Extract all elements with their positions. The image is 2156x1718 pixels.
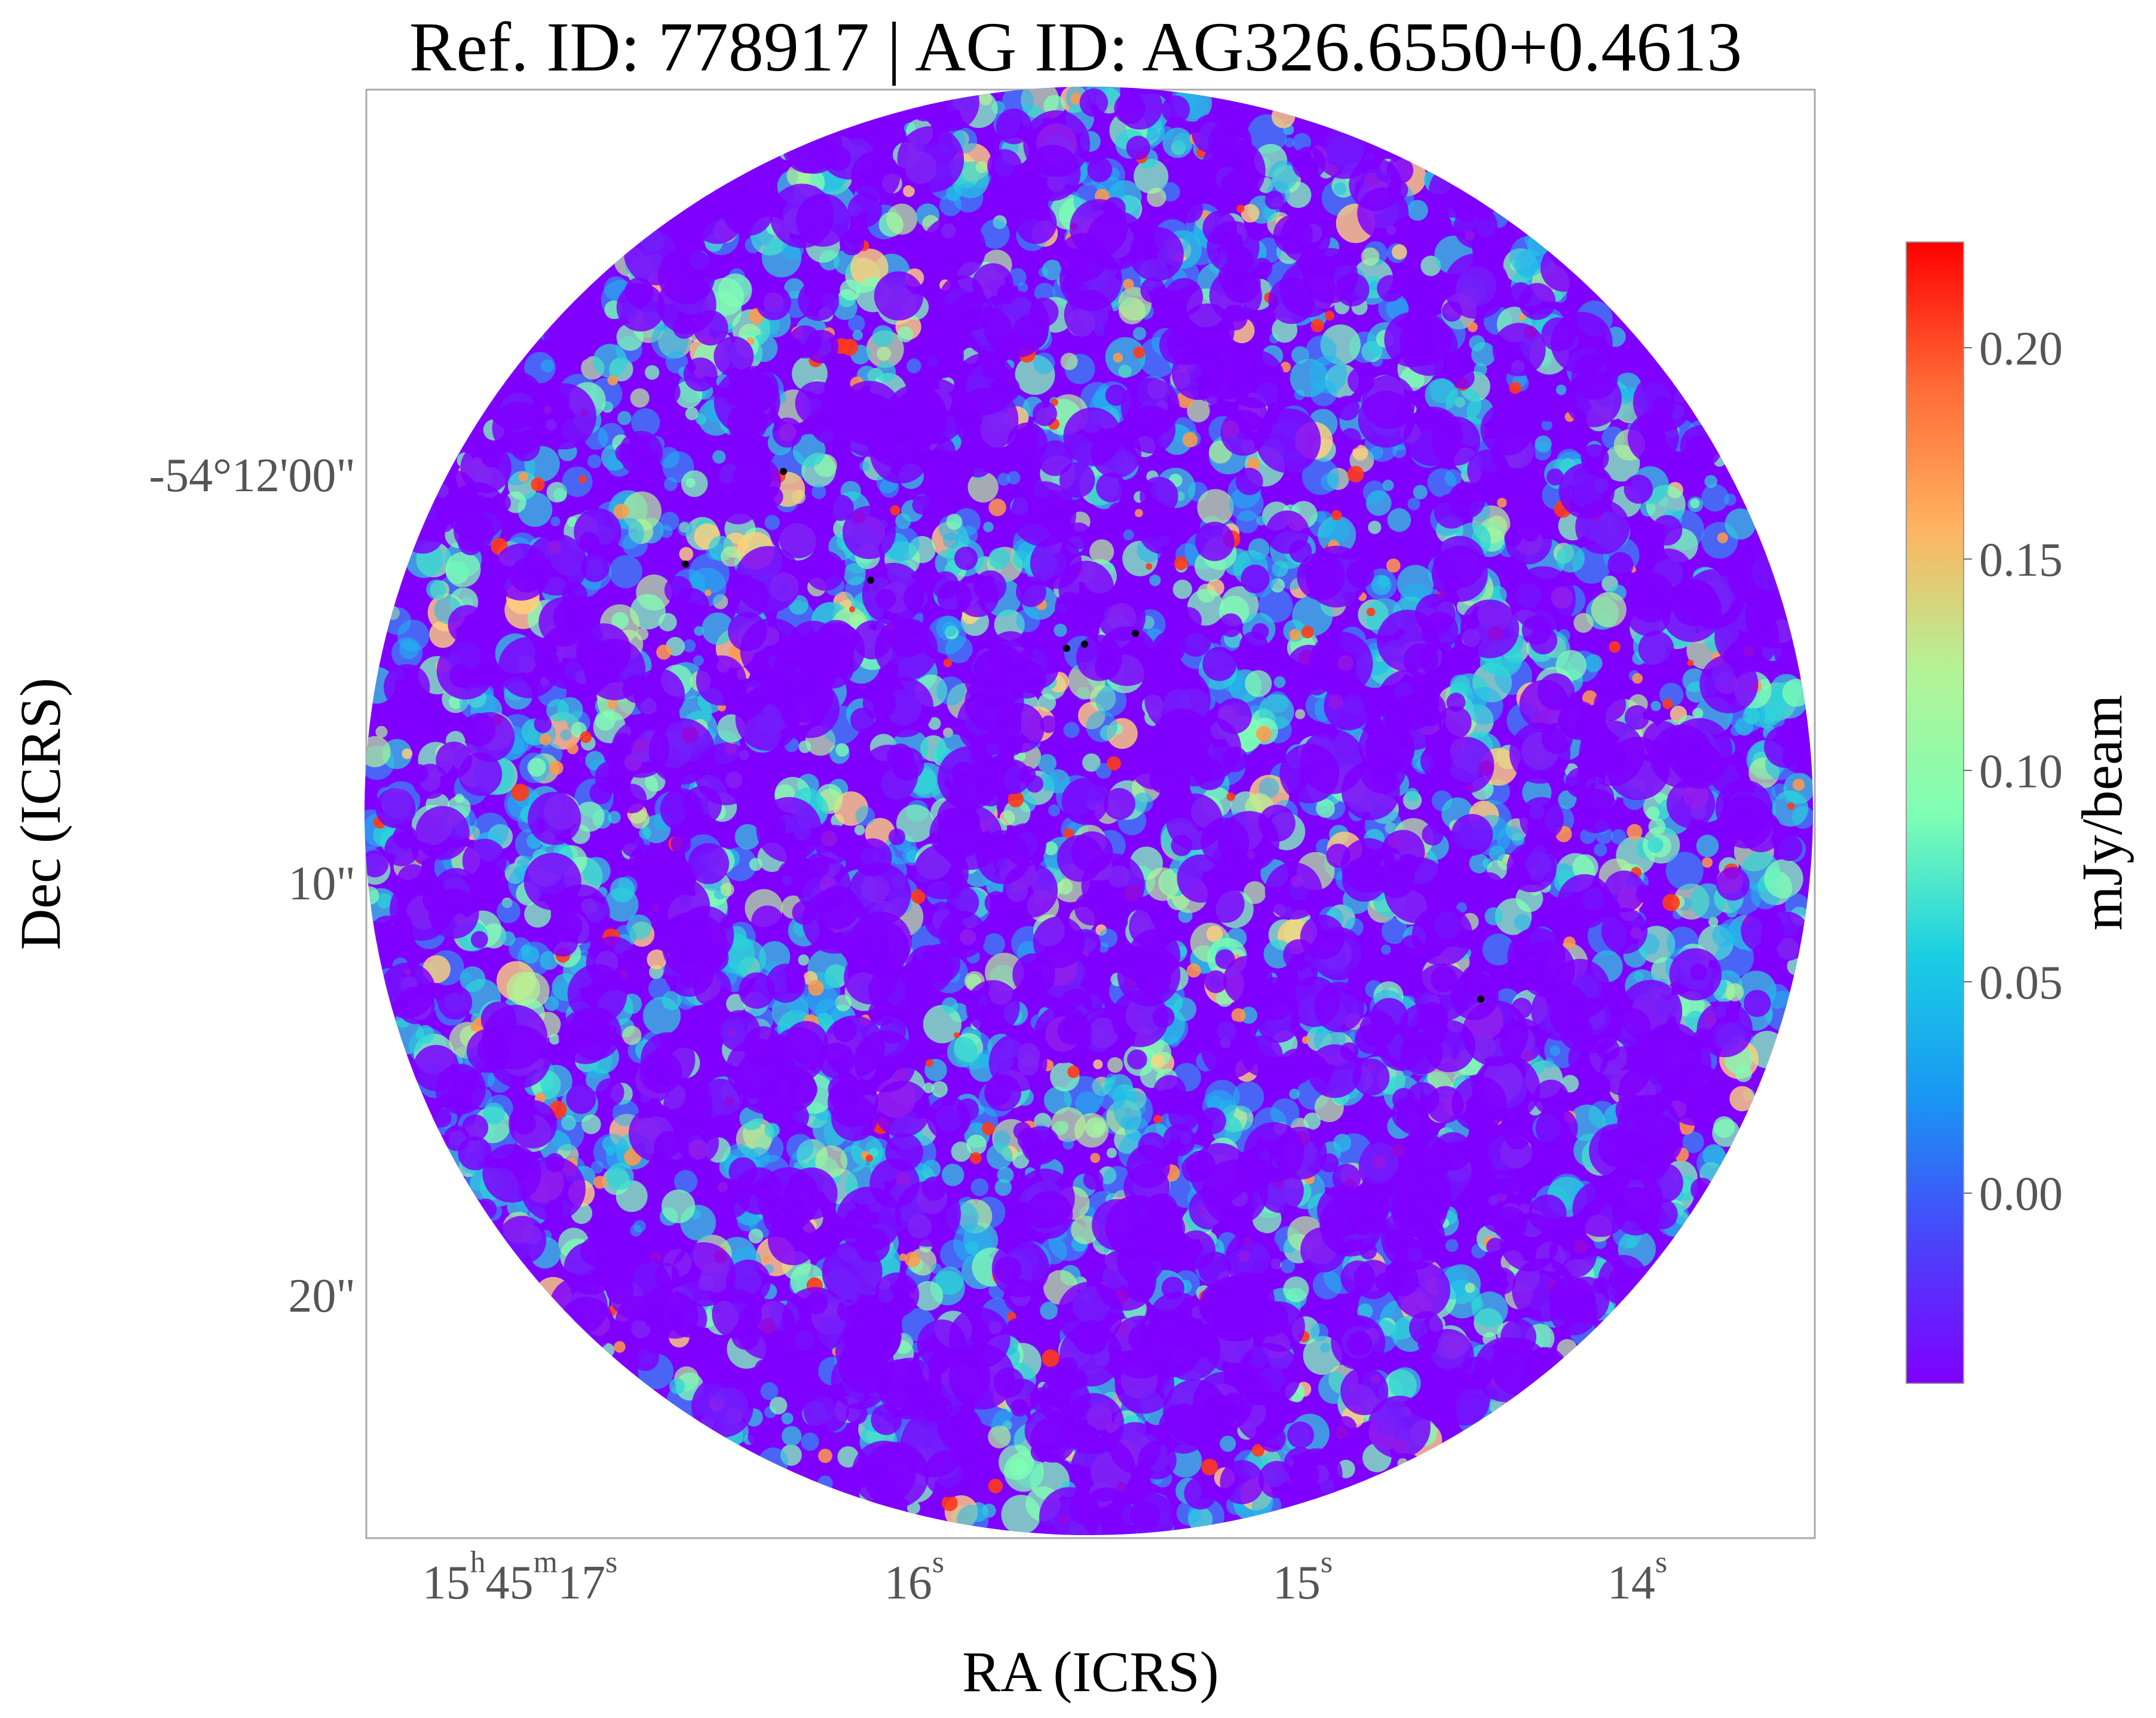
y-tick-label-2: 20" <box>288 1270 356 1322</box>
y-axis-ticks: -54°12'00" 10" 20" <box>149 449 356 1322</box>
colorbar: 0.20 0.15 0.10 0.05 0.00 mJy/beam <box>1906 241 2134 1384</box>
colorbar-gradient <box>1906 241 1964 1384</box>
y-axis-label: Dec (ICRS) <box>8 678 72 950</box>
x-axis-ticks: 15h45m17s 16s 15s 14s <box>422 1545 1667 1609</box>
x-tick-label-0: 15h45m17s <box>422 1545 618 1609</box>
x-axis-label: RA (ICRS) <box>962 1640 1218 1704</box>
emission-blobs <box>365 87 1813 1535</box>
colorbar-label: mJy/beam <box>2070 695 2134 931</box>
x-tick-label-2: 15s <box>1273 1545 1333 1609</box>
y-tick-label-1: 10" <box>288 858 356 910</box>
x-tick-label-3: 14s <box>1607 1545 1667 1609</box>
colorbar-ticks: 0.20 0.15 0.10 0.05 0.00 <box>1964 323 2063 1221</box>
emission-map <box>365 87 1813 1535</box>
colorbar-tick-label: 0.15 <box>1979 534 2063 587</box>
colorbar-tick-label: 0.00 <box>1979 1168 2063 1221</box>
x-tick-label-1: 16s <box>884 1545 944 1609</box>
colorbar-tick-label: 0.10 <box>1979 745 2063 798</box>
colorbar-tick-label: 0.05 <box>1979 957 2063 1009</box>
figure-title: Ref. ID: 778917 | AG ID: AG326.6550+0.46… <box>409 8 1742 86</box>
colorbar-tick-label: 0.20 <box>1979 323 2063 375</box>
y-tick-label-0: -54°12'00" <box>149 449 356 502</box>
